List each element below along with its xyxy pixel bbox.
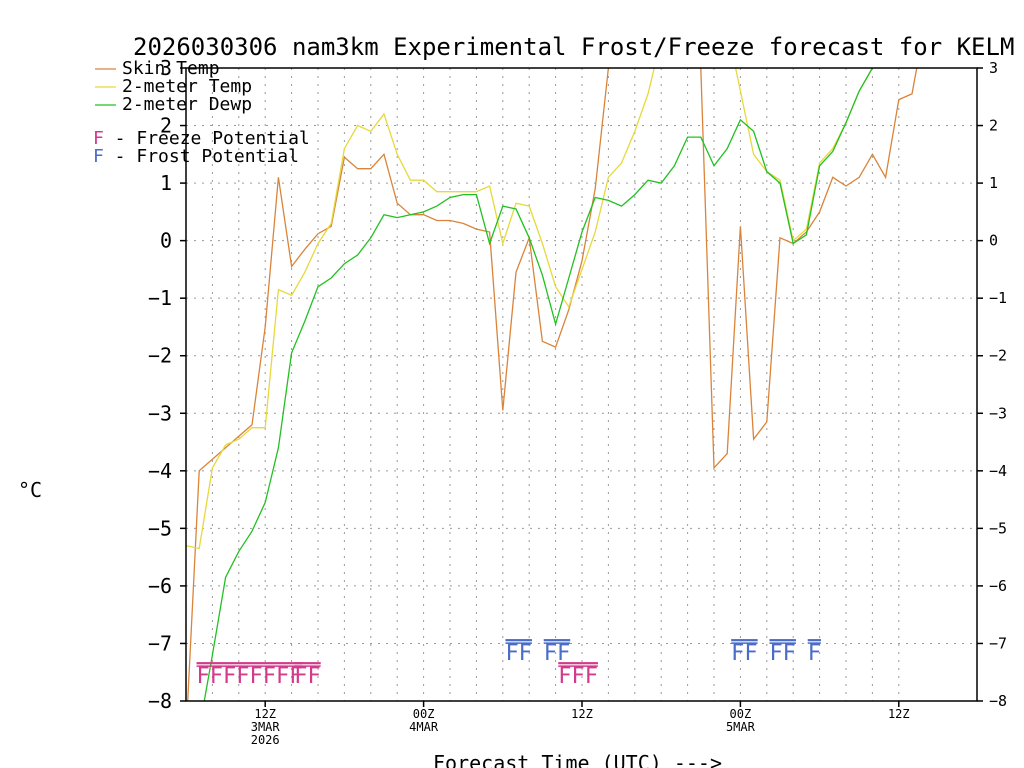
marker-legend-label: F - Freeze Potential [93,128,310,149]
y-tick-label-right: −1 [989,289,1007,307]
y-tick-label-left: −1 [148,286,172,310]
y-tick-label-left: −4 [148,459,172,483]
y-tick-label-right: −2 [989,347,1007,365]
grid-lines [186,68,977,701]
freeze-marker: FF [294,664,321,689]
plot-frame [185,67,978,702]
y-tick-label-left: −3 [148,401,172,425]
x-tick-label: 3MAR [251,720,281,734]
y-tick-label-left: 0 [160,229,172,253]
frost-marker: FF [505,641,532,666]
marker-legend-text: - Freeze Potential [104,128,310,149]
x-tick-label: 4MAR [409,720,439,734]
x-tick-label: 12Z [254,707,276,721]
x-tick-label: 2026 [251,733,280,747]
y-tick-label-left: 2 [160,114,172,138]
x-tick-label: 5MAR [726,720,756,734]
y-tick-label-left: 1 [160,171,172,195]
series-dewp-line [203,68,874,701]
x-tick-label: 12Z [888,707,910,721]
x-tick-label: 12Z [571,707,593,721]
x-tick-label: 00Z [730,707,752,721]
y-tick-label-left: −2 [148,344,172,368]
freeze-marker: FFF [558,664,598,689]
axis-ticks: −8 −8 −7 −7 −6 −6 −5 −5 −4 −4 −3 −3 −2 −2 −1 −1 0 0 1 1 2 2 3 3… [148,56,1007,747]
data-series [186,68,918,701]
y-tick-label-right: −8 [989,692,1007,710]
y-tick-label-right: 1 [989,174,998,192]
y-axis-label: °C [18,478,42,502]
legend-label: 2-meter Dewp [122,94,252,115]
series-temp-line [186,68,874,550]
y-tick-label-left: 3 [160,56,172,80]
frost-marker: FF [769,641,796,666]
chart-title: 2026030306 nam3km Experimental Frost/Fre… [133,33,1014,61]
marker-legend-text: - Frost Potential [104,146,299,167]
y-tick-label-right: −4 [989,462,1007,480]
marker-legend-symbol: F [93,128,104,149]
y-tick-label-right: −5 [989,519,1007,537]
y-tick-label-right: 0 [989,232,998,250]
legend-label: 2-meter Temp [122,76,252,97]
freeze-marker: FFFFFFFF [197,664,303,689]
frost-marker: FF [731,641,758,666]
frost-marker: FF [544,641,571,666]
y-tick-label-left: −7 [148,631,172,655]
legend-label: Skin Temp [122,58,220,79]
x-axis-label: Forecast Time (UTC) ---> [433,751,722,768]
y-tick-label-right: −7 [989,634,1007,652]
y-tick-label-right: −6 [989,577,1007,595]
y-tick-label-left: −6 [148,574,172,598]
x-tick-label: 00Z [413,707,435,721]
frost-marker: F [808,641,821,666]
y-tick-label-right: −3 [989,404,1007,422]
y-tick-label-left: −5 [148,516,172,540]
y-tick-label-right: 2 [989,117,998,135]
y-tick-label-left: −8 [148,689,172,713]
y-tick-label-right: 3 [989,59,998,77]
marker-legend-label: F - Frost Potential [93,146,299,167]
series-skin-line [187,68,918,701]
marker-legend-symbol: F [93,146,104,167]
